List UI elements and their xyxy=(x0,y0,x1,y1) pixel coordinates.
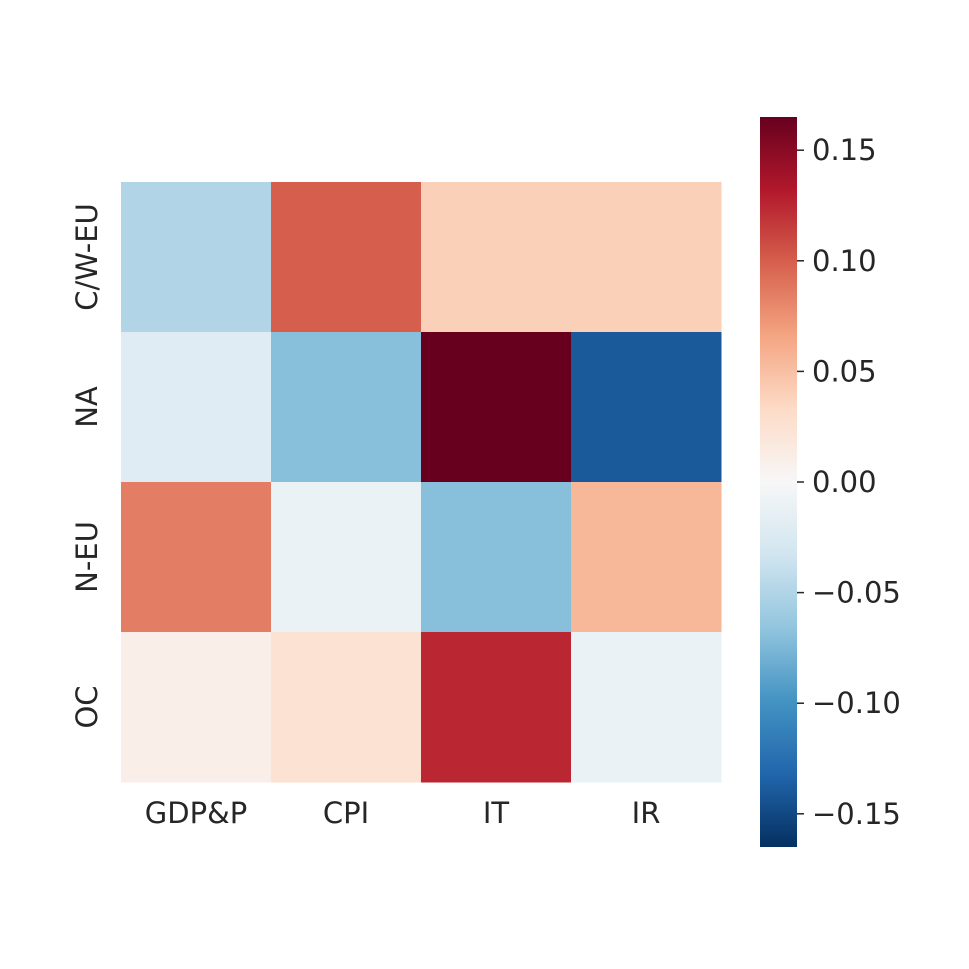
heatmap-cell-N-EU-GDP&P xyxy=(121,482,272,633)
colorbar-tick-label: 0.10 xyxy=(812,244,877,278)
colorbar-ticks: 0.15 0.10 0.05 0.00 −0.05 −0.10 −0.15 xyxy=(797,133,901,831)
colorbar-gradient xyxy=(760,117,797,847)
heatmap-cell-NA-IR xyxy=(571,332,722,483)
heatmap-cells xyxy=(121,182,722,783)
colorbar-tick-label: −0.10 xyxy=(812,686,901,720)
heatmap-cell-N-EU-IT xyxy=(421,482,572,633)
x-tick-label: GDP&P xyxy=(145,796,247,830)
heatmap-cell-C/W-EU-GDP&P xyxy=(121,182,272,333)
heatmap-cell-NA-IT xyxy=(421,332,572,483)
x-tick-label: IT xyxy=(483,796,510,830)
colorbar-tick-label: 0.15 xyxy=(812,133,877,167)
heatmap-cell-C/W-EU-IT xyxy=(421,182,572,333)
heatmap-cell-N-EU-IR xyxy=(571,482,722,633)
colorbar-tick-label: 0.05 xyxy=(812,354,877,388)
heatmap-cell-OC-IR xyxy=(571,632,722,783)
heatmap-cell-C/W-EU-IR xyxy=(571,182,722,333)
x-axis-tick-labels: GDP&P CPI IT IR xyxy=(145,796,661,830)
heatmap-cell-OC-IT xyxy=(421,632,572,783)
y-tick-label: C/W-EU xyxy=(70,203,104,311)
colorbar-tick-label: −0.05 xyxy=(812,576,901,610)
colorbar-tick-label: −0.15 xyxy=(812,797,901,831)
y-axis-tick-labels: C/W-EU NA N-EU OC xyxy=(70,203,104,728)
heatmap-cell-OC-GDP&P xyxy=(121,632,272,783)
x-tick-label: CPI xyxy=(323,796,369,830)
heatmap-cell-NA-CPI xyxy=(271,332,422,483)
y-tick-label: NA xyxy=(70,386,104,428)
y-tick-label: N-EU xyxy=(70,521,104,593)
heatmap-cell-OC-CPI xyxy=(271,632,422,783)
x-tick-label: IR xyxy=(632,796,661,830)
heatmap-cell-C/W-EU-CPI xyxy=(271,182,422,333)
colorbar: 0.15 0.10 0.05 0.00 −0.05 −0.10 −0.15 xyxy=(760,117,901,847)
colorbar-tick-label: 0.00 xyxy=(812,465,877,499)
y-tick-label: OC xyxy=(70,685,104,728)
heatmap-cell-N-EU-CPI xyxy=(271,482,422,633)
heatmap-cell-NA-GDP&P xyxy=(121,332,272,483)
